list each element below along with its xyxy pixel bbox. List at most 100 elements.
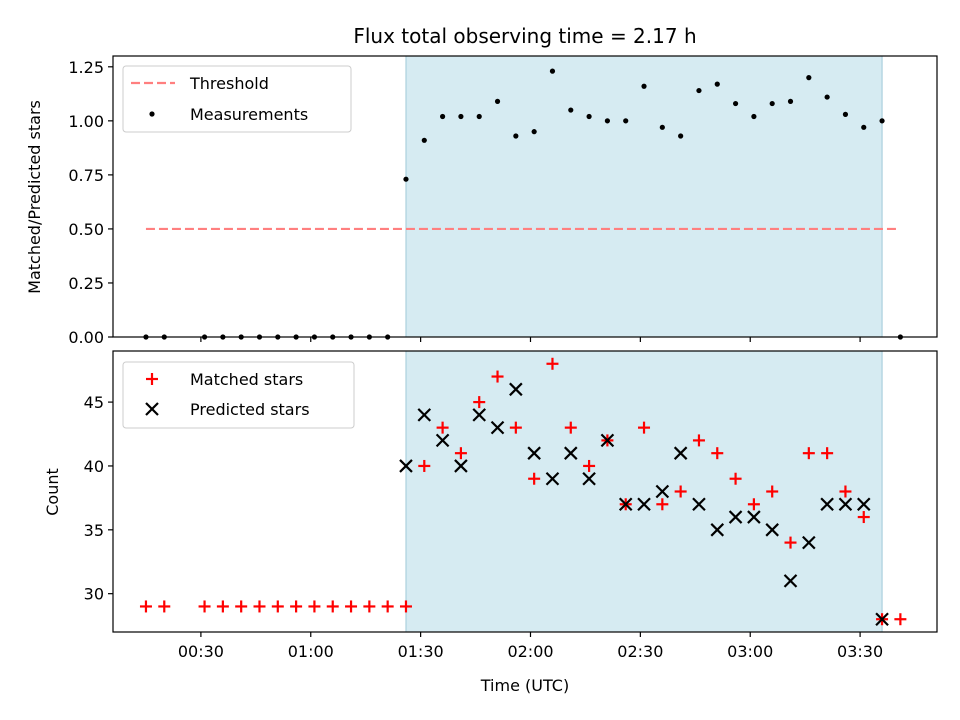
predicted-star-point-24 — [838, 497, 853, 512]
measurement-point-13 — [403, 176, 409, 182]
matched-star-point-26 — [638, 421, 651, 434]
matched-star-point-34 — [784, 536, 797, 549]
top-ytick-label-0: 0.00 — [68, 328, 104, 347]
matched-star-point-40 — [894, 613, 907, 626]
predicted-star-point-16 — [692, 497, 706, 512]
measurement-point-38 — [861, 124, 867, 130]
matched-star-point-0 — [139, 600, 152, 613]
matched-star-point-10 — [345, 600, 358, 613]
bottom-ytick-label-3: 45 — [84, 393, 104, 412]
x-tick-label-4: 02:30 — [617, 642, 663, 661]
predicted-star-point-26 — [875, 612, 889, 627]
matched-stars-points — [139, 357, 907, 626]
measurement-point-25 — [623, 118, 629, 124]
matched-star-point-8 — [308, 600, 321, 613]
measurement-point-15 — [440, 113, 446, 120]
measurement-point-30 — [714, 81, 720, 87]
matched-star-point-17 — [473, 396, 486, 409]
measurement-point-29 — [696, 87, 702, 94]
predicted-star-point-18 — [728, 510, 743, 524]
matched-star-point-23 — [583, 459, 596, 472]
x-tick-label-6: 03:30 — [837, 642, 883, 661]
bottom-span — [405, 350, 883, 633]
predicted-star-point-8 — [545, 471, 560, 486]
measurement-point-35 — [806, 75, 812, 81]
measurement-point-27 — [659, 124, 665, 130]
top-legend: Threshold Measurements — [122, 65, 352, 133]
chart-title: Flux total observing time = 2.17 h — [353, 24, 696, 48]
matched-star-point-18 — [491, 370, 504, 383]
matched-star-point-28 — [674, 485, 687, 498]
matched-star-point-5 — [253, 600, 266, 613]
top-ytick-label-2: 0.50 — [68, 220, 104, 239]
bottom-legend: Matched stars Predicted stars — [122, 361, 355, 429]
predicted-star-point-15 — [673, 446, 688, 460]
top-legend-box — [122, 65, 352, 133]
predicted-star-point-23 — [820, 497, 834, 512]
matched-star-point-15 — [436, 421, 449, 434]
matched-star-point-33 — [766, 485, 779, 498]
matched-star-point-20 — [528, 472, 541, 485]
matched-star-point-4 — [235, 600, 248, 613]
legend-measurements-label: Measurements — [190, 105, 308, 124]
bottom-ytick-label-1: 35 — [84, 521, 104, 540]
x-tick-label-1: 01:00 — [288, 642, 334, 661]
top-panel: 0.00 0.25 0.50 0.75 1.00 1.25 Matched/Predict… — [25, 55, 938, 347]
predicted-star-point-12 — [618, 497, 633, 512]
matched-star-point-6 — [271, 600, 284, 613]
top-axes-frame — [112, 55, 938, 338]
matched-star-point-12 — [381, 600, 394, 613]
predicted-star-point-7 — [527, 446, 541, 460]
measurement-point-33 — [769, 100, 775, 107]
measurement-point-14 — [421, 137, 427, 143]
measurement-point-21 — [549, 68, 556, 74]
predicted-star-point-21 — [783, 574, 798, 588]
x-tick-label-5: 03:00 — [727, 642, 773, 661]
measurement-point-18 — [494, 98, 501, 104]
legend-predicted-label: Predicted stars — [190, 400, 310, 419]
predicted-star-point-13 — [637, 497, 651, 512]
matched-star-point-11 — [363, 600, 376, 613]
top-ytick-label-1: 0.25 — [68, 274, 104, 293]
matched-star-point-22 — [564, 421, 577, 434]
predicted-star-point-14 — [655, 484, 670, 499]
measurement-point-19 — [513, 133, 519, 139]
predicted-star-point-10 — [582, 471, 596, 486]
measurement-point-37 — [842, 111, 849, 117]
measurement-point-39 — [879, 118, 885, 124]
predicted-star-point-22 — [802, 535, 816, 550]
top-y-axis-label: Matched/Predicted stars — [25, 100, 44, 294]
matched-star-point-9 — [326, 600, 339, 613]
legend-measurements-swatch — [149, 111, 155, 117]
matched-star-point-16 — [454, 447, 467, 460]
predicted-star-point-25 — [856, 497, 871, 512]
top-x-ticks — [200, 337, 861, 342]
bottom-x-ticks: 00:30 01:00 01:30 02:00 02:30 03:00 03:30 — [178, 632, 883, 661]
predicted-star-point-11 — [600, 433, 615, 448]
measurement-point-31 — [732, 100, 739, 107]
bottom-y-axis-label: Count — [43, 468, 62, 516]
matched-star-point-32 — [747, 498, 760, 511]
matched-star-point-7 — [290, 600, 303, 613]
matched-star-point-27 — [656, 498, 669, 511]
top-ytick-label-5: 1.25 — [68, 58, 104, 77]
bottom-legend-box — [122, 361, 355, 429]
matched-star-point-19 — [509, 421, 522, 434]
matched-star-point-37 — [839, 485, 852, 498]
matched-star-point-31 — [729, 472, 742, 485]
predicted-star-point-6 — [509, 382, 523, 397]
matched-star-point-29 — [692, 434, 705, 447]
predicted-star-point-1 — [417, 408, 432, 422]
predicted-star-point-4 — [472, 408, 487, 422]
measurement-point-26 — [641, 83, 647, 89]
top-ytick-label-4: 1.00 — [68, 112, 104, 131]
measurement-point-20 — [531, 129, 537, 135]
predicted-star-point-9 — [563, 446, 578, 460]
legend-matched-label: Matched stars — [190, 370, 303, 389]
matched-star-point-38 — [857, 511, 870, 524]
top-y-ticks: 0.00 0.25 0.50 0.75 1.00 1.25 — [68, 58, 113, 347]
legend-predicted-swatch — [145, 402, 159, 416]
x-tick-label-2: 01:30 — [398, 642, 444, 661]
top-ytick-label-3: 0.75 — [68, 166, 104, 185]
